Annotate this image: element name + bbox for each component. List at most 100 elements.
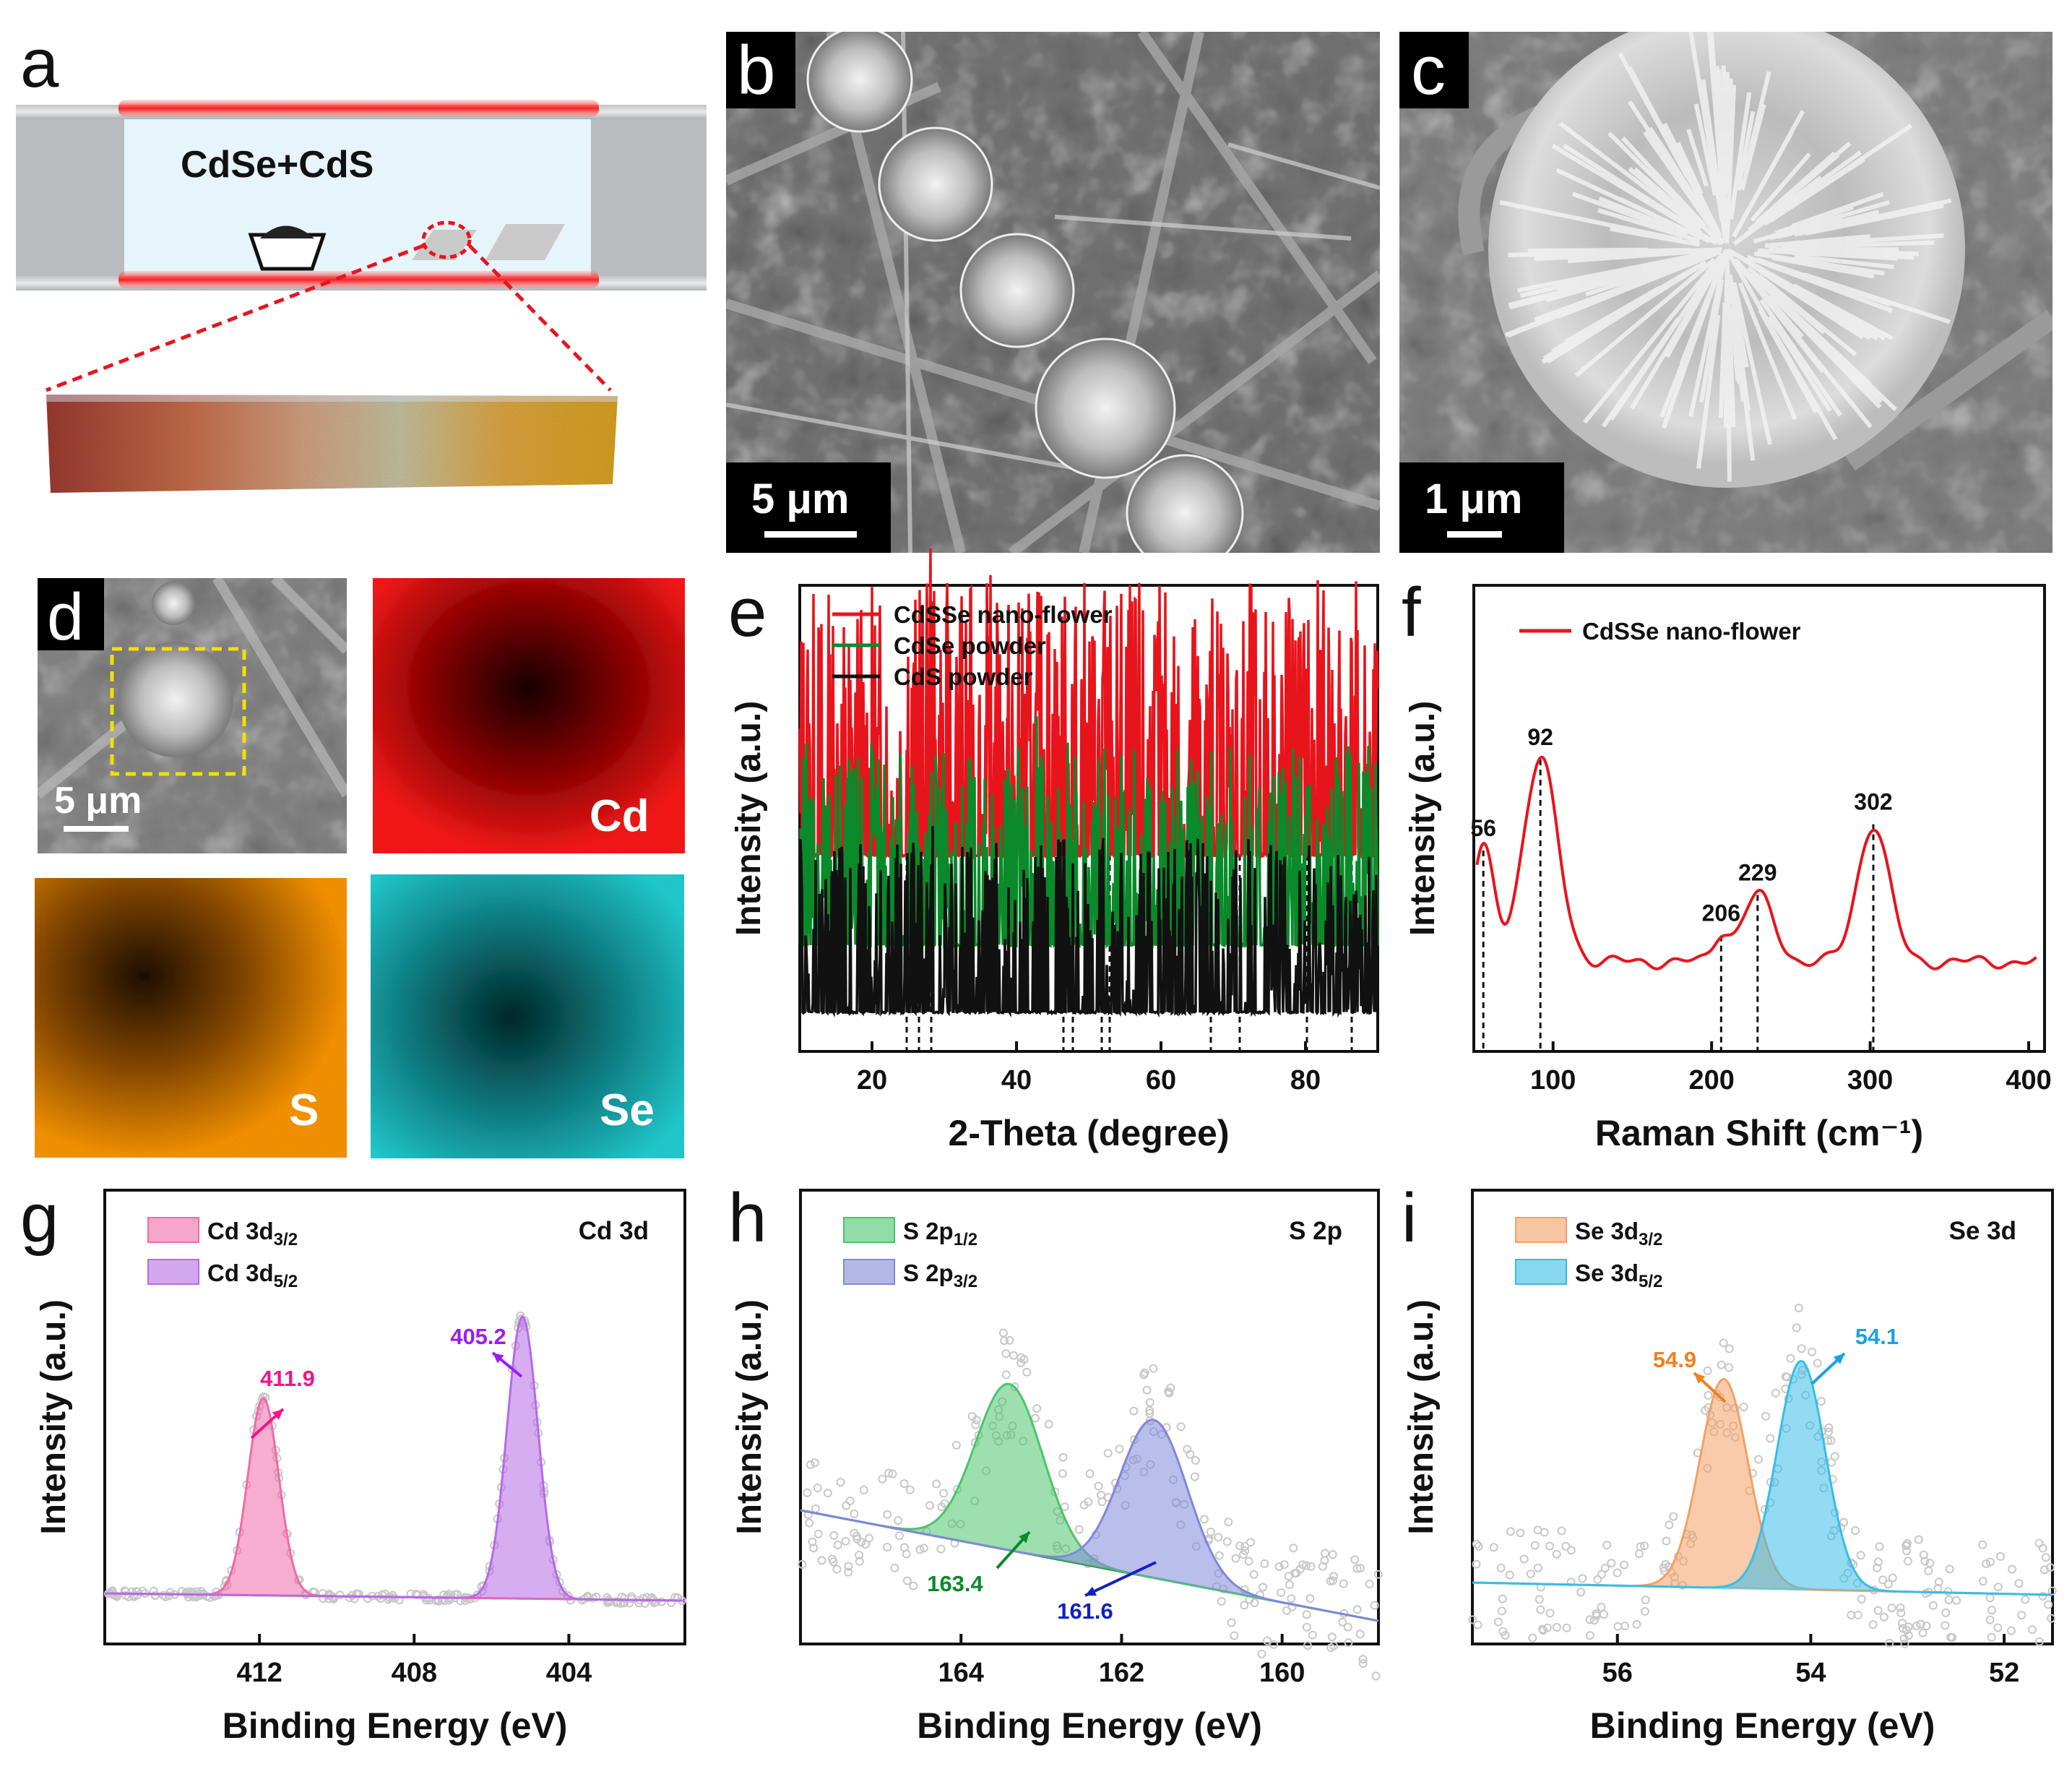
flower-spike	[1698, 279, 1724, 403]
flower-spike	[1571, 191, 1675, 233]
legend-main: Se 3d	[1575, 1218, 1639, 1244]
data-point	[1659, 1563, 1668, 1572]
data-point	[1344, 1638, 1353, 1648]
data-point	[1597, 1603, 1606, 1611]
data-point	[1302, 1622, 1311, 1632]
flower-spike	[1758, 309, 1818, 414]
legend-label: Se 3d3/2	[1575, 1218, 1662, 1249]
data-point	[1302, 1610, 1311, 1619]
x-tick-label: 162	[1099, 1658, 1144, 1688]
flower-spike	[1519, 251, 1706, 298]
panel-a: a CdSe+CdS	[16, 25, 707, 493]
data-point	[883, 1510, 892, 1519]
data-point	[1576, 1588, 1586, 1597]
flower-spike	[1630, 289, 1704, 410]
data-point	[1826, 1458, 1836, 1467]
x-tick-label: 56	[1602, 1658, 1633, 1688]
data-point	[2017, 1611, 2026, 1620]
data-point	[1826, 1436, 1836, 1445]
data-point	[808, 1537, 817, 1546]
legend-sub: 1/2	[954, 1230, 977, 1249]
legend-swatch	[147, 1259, 199, 1285]
substrate-2	[485, 224, 565, 260]
data-point	[1717, 1360, 1726, 1369]
data-point	[878, 1474, 887, 1484]
data-point	[972, 1416, 981, 1425]
x-axis-label: Binding Energy (eV)	[223, 1705, 568, 1746]
flower-spike	[1738, 282, 1797, 421]
data-point	[811, 1504, 820, 1513]
legend-swatch	[1515, 1259, 1567, 1285]
flower-spike	[1657, 140, 1706, 215]
data-point	[1352, 1564, 1362, 1573]
data-point	[1813, 1359, 1822, 1368]
data-point	[1263, 1636, 1272, 1645]
data-point	[1781, 1372, 1790, 1381]
series-line	[798, 826, 1379, 1018]
data-point	[1920, 1557, 1930, 1566]
legend-label: S 2p1/2	[903, 1218, 977, 1249]
data-point	[2038, 1544, 2047, 1553]
data-point	[1592, 1609, 1601, 1619]
data-point	[1505, 1570, 1514, 1580]
legend-sub: 3/2	[954, 1272, 977, 1291]
data-point	[1295, 1564, 1305, 1574]
letter-box-d	[38, 578, 104, 650]
data-point	[937, 1502, 946, 1512]
data-point	[1365, 1580, 1374, 1588]
data-point	[1542, 1623, 1552, 1632]
data-point	[828, 1554, 837, 1564]
legend-swatch	[843, 1217, 895, 1243]
data-point	[1246, 1538, 1255, 1547]
data-point	[1636, 1542, 1645, 1551]
flower-spike	[1619, 197, 1657, 218]
data-point	[1888, 1573, 1897, 1583]
zoom-circle	[421, 220, 472, 259]
flower-spike	[1696, 314, 1721, 469]
data-point	[1766, 1434, 1775, 1443]
data-point	[1878, 1575, 1888, 1585]
flowers-b	[806, 32, 1244, 553]
data-point	[1545, 1609, 1555, 1618]
flower-spike	[1642, 131, 1722, 241]
sample-strip-edge	[46, 395, 618, 402]
data-point	[1260, 1559, 1269, 1568]
data-point	[1326, 1576, 1335, 1585]
flower-spike	[1574, 257, 1717, 377]
data-point	[884, 1468, 894, 1478]
data-point	[1928, 1601, 1938, 1610]
annotation-label: 161.6	[1057, 1598, 1113, 1624]
data-point	[1498, 1594, 1507, 1604]
data-point	[1912, 1622, 1921, 1631]
data-point	[894, 1531, 904, 1541]
y-axis-label: Intensity (a.u.)	[1402, 1299, 1441, 1534]
se-map-label: Se	[600, 1085, 655, 1135]
data-point	[861, 1540, 871, 1549]
data-point	[1902, 1541, 1912, 1550]
peak-line	[800, 1382, 1379, 1622]
data-point	[1032, 1404, 1042, 1413]
data-point	[1996, 1551, 2006, 1561]
data-point	[1985, 1593, 1995, 1603]
flower-spike	[1508, 258, 1684, 308]
scalebar-b	[764, 531, 857, 538]
data-point	[1240, 1542, 1250, 1551]
data-point	[2047, 1614, 2056, 1623]
letter-box-c	[1399, 32, 1469, 108]
data-point	[1896, 1603, 1905, 1612]
flower-spike	[1679, 298, 1709, 365]
data-point	[639, 1593, 648, 1603]
flower-spike	[1718, 302, 1727, 418]
data-point	[1978, 1540, 1987, 1549]
legend-sub: 5/2	[274, 1272, 298, 1291]
data-point	[1640, 1541, 1649, 1551]
data-point	[1797, 1344, 1806, 1353]
peak-area	[1472, 1361, 2052, 1595]
data-point	[1058, 1469, 1067, 1478]
data-point	[888, 1469, 897, 1478]
flower-spike	[1746, 254, 1894, 314]
x-tick-label: 52	[1989, 1658, 2019, 1688]
data-point	[2034, 1538, 2044, 1548]
panel-c-letter: c	[1411, 32, 1446, 109]
y-axis-label: Intensity (a.u.)	[35, 1299, 73, 1534]
